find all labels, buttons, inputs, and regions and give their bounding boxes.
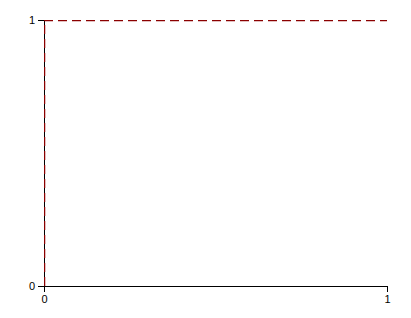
tick: 1 — [384, 286, 390, 305]
tick-label: 1 — [384, 293, 390, 305]
tick: 0 — [29, 280, 44, 292]
tick-mark — [38, 20, 44, 21]
chart: 0101 — [0, 0, 411, 318]
axis-line — [38, 21, 45, 287]
tick: 0 — [41, 286, 47, 305]
x-axis: 01 — [41, 286, 390, 305]
marks — [44, 20, 387, 286]
axis-line — [45, 287, 388, 293]
tick-label: 0 — [41, 293, 47, 305]
plot-area: 0101 — [29, 14, 391, 305]
tick-label: 0 — [29, 280, 35, 292]
tick-mark — [38, 286, 44, 287]
line — [44, 20, 387, 286]
tick-label: 1 — [29, 14, 35, 26]
tick-mark — [387, 286, 388, 292]
y-axis: 01 — [29, 14, 45, 292]
tick: 1 — [29, 14, 44, 26]
